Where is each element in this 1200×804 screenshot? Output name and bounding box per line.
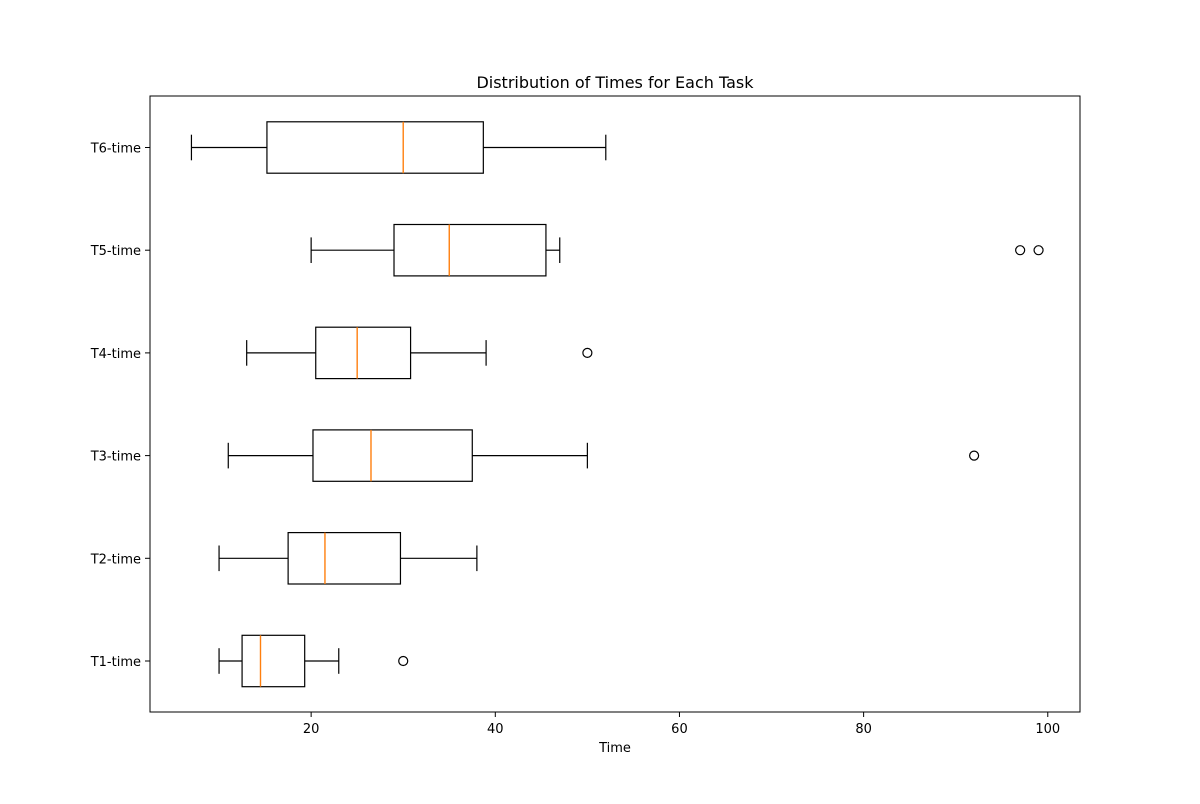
- x-axis: 20 40 60 80 100: [303, 712, 1060, 737]
- y-tick-label: T1-time: [90, 655, 141, 670]
- y-axis: T1-time T2-time T3-time T4-time T5-time T6-ti…: [90, 142, 150, 670]
- y-tick-label: T5-time: [90, 244, 141, 259]
- box-iqr: [241, 634, 306, 688]
- box-group: [190, 121, 607, 174]
- box-iqr: [312, 429, 473, 482]
- box-iqr: [266, 121, 484, 174]
- outlier-point: [1015, 245, 1026, 256]
- plot-content: [190, 121, 1044, 688]
- box-group: [310, 223, 1044, 277]
- box-iqr: [393, 223, 547, 277]
- outlier-point: [398, 655, 409, 667]
- box-iqr: [315, 326, 412, 380]
- x-axis-label: Time: [598, 741, 631, 756]
- box-group: [218, 531, 478, 585]
- outlier-point: [1033, 245, 1044, 256]
- y-tick-label: T6-time: [90, 142, 141, 157]
- y-tick-label: T2-time: [90, 552, 141, 567]
- box-iqr: [287, 531, 402, 585]
- x-tick-label: 100: [1035, 722, 1060, 737]
- x-tick-label: 60: [671, 722, 688, 737]
- x-tick-label: 80: [855, 722, 872, 737]
- y-tick-label: T3-time: [90, 450, 141, 465]
- box-group: [246, 326, 593, 380]
- plot-area-frame: [149, 95, 1081, 713]
- x-tick-label: 40: [487, 722, 504, 737]
- box-group: [218, 634, 409, 688]
- x-tick-label: 20: [303, 722, 320, 737]
- chart-title: Distribution of Times for Each Task: [476, 73, 754, 92]
- box-group: [227, 429, 980, 482]
- outlier-point: [582, 347, 593, 358]
- y-tick-label: T4-time: [90, 347, 141, 362]
- outlier-point: [969, 450, 980, 461]
